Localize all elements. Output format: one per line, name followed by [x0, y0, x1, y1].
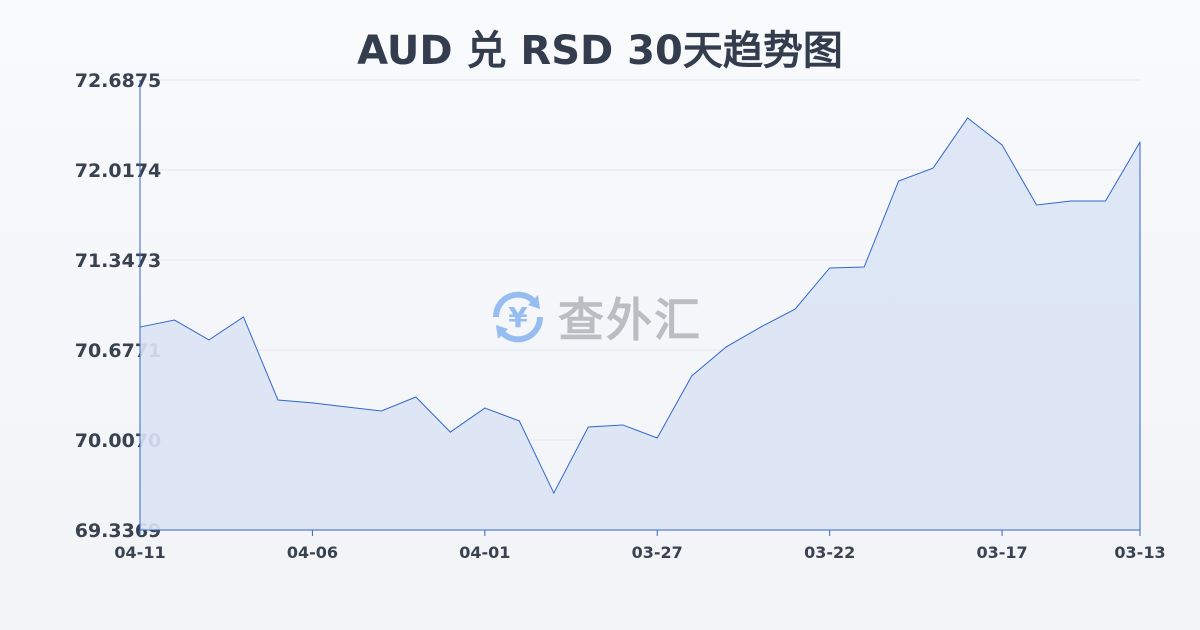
x-tick-label: 04-11: [114, 543, 165, 562]
data-point: [691, 375, 693, 377]
x-tick-label: 03-13: [1114, 543, 1165, 562]
y-tick-label: 72.6875: [75, 70, 162, 92]
data-point: [967, 117, 969, 119]
data-point: [208, 339, 210, 341]
data-point: [656, 437, 658, 439]
data-point: [173, 319, 175, 321]
data-point: [242, 316, 244, 318]
data-point: [932, 167, 934, 169]
y-tick-label: 71.3473: [75, 250, 162, 272]
data-point: [518, 420, 520, 422]
x-tick-label: 03-22: [804, 543, 855, 562]
x-tick-label: 03-27: [632, 543, 683, 562]
data-point: [277, 399, 279, 401]
x-tick-label: 04-06: [287, 543, 338, 562]
data-point: [725, 346, 727, 348]
svg-text:¥: ¥: [508, 301, 528, 334]
x-tick-label: 04-01: [459, 543, 510, 562]
data-point: [1070, 200, 1072, 202]
data-point: [1105, 200, 1107, 202]
data-point: [449, 431, 451, 433]
data-point: [1001, 144, 1003, 146]
data-point: [794, 308, 796, 310]
data-point: [863, 266, 865, 268]
data-point: [1036, 204, 1038, 206]
data-point: [760, 326, 762, 328]
watermark-text: 查外汇: [558, 293, 702, 347]
chart-title: AUD 兑 RSD 30天趋势图: [357, 28, 843, 74]
data-point: [484, 407, 486, 409]
data-point: [380, 410, 382, 412]
area-fill: [140, 117, 1140, 530]
x-tick-label: 03-17: [976, 543, 1027, 562]
data-point: [553, 492, 555, 494]
data-point: [622, 424, 624, 426]
y-tick-label: 72.0174: [75, 160, 162, 182]
yen-exchange-icon: ¥: [492, 291, 544, 343]
data-point: [587, 426, 589, 428]
data-point: [311, 402, 313, 404]
data-point: [346, 406, 348, 408]
data-point: [415, 396, 417, 398]
watermark: ¥ 查外汇: [488, 284, 702, 350]
data-point: [829, 267, 831, 269]
series-line: [139, 117, 1141, 495]
data-point: [898, 180, 900, 182]
